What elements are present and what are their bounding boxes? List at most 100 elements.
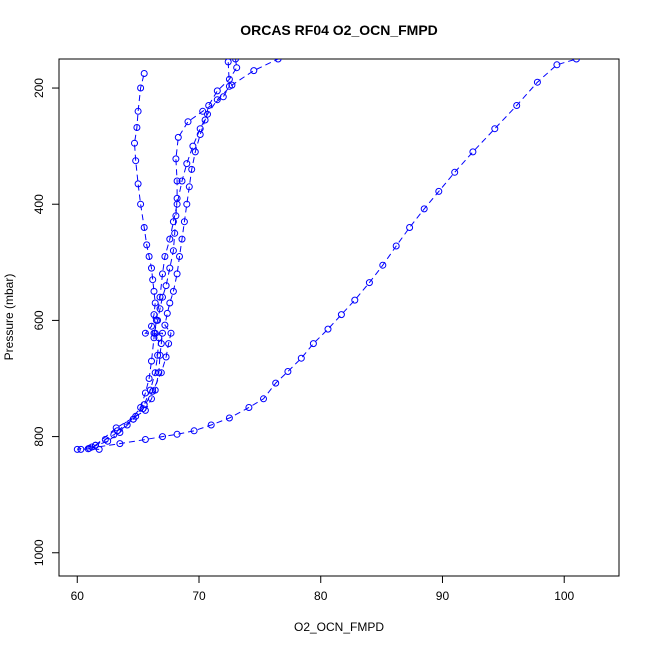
data-point [161,321,169,329]
data-point [169,247,177,255]
data-point [176,253,183,260]
data-point [491,125,499,133]
data-point [145,375,153,382]
data-point [406,224,414,231]
data-point [116,440,124,448]
data-point [150,311,158,319]
data-point [123,421,131,429]
x-axis-label: O2_OCN_FMPD [294,620,384,634]
data-point [132,157,140,165]
data-point [190,427,198,435]
data-point [174,133,182,141]
data-point [184,118,192,126]
data-point [148,264,155,272]
x-tick-label: 60 [71,589,85,603]
data-point [95,445,103,453]
data-point [154,351,162,359]
data-point [324,325,332,333]
data-point [166,235,174,243]
data-point [173,430,181,438]
data-point [143,241,151,249]
series-layer [73,59,580,453]
data-point [148,322,155,330]
data-point [309,340,317,348]
series [85,59,580,452]
data-point [148,357,155,365]
data-point [188,165,196,173]
data-point [173,177,181,185]
data-point [173,194,181,202]
series-line [91,73,160,448]
x-axis: 60 70 80 90 100 [71,575,575,603]
y-tick-label: 600 [32,310,46,330]
data-point [189,142,197,150]
data-point [533,78,541,86]
data-point [134,180,142,188]
series-line [89,59,577,449]
data-point [207,421,215,429]
data-point [469,148,477,156]
data-point [162,282,170,290]
data-point [224,59,232,66]
data-point [392,242,400,250]
data-point [156,293,164,301]
data-point [180,218,188,226]
y-axis-label: Pressure (mbar) [2,274,16,361]
data-point [284,368,292,375]
data-point [435,187,443,195]
data-point [157,340,165,348]
data-point [272,379,280,387]
data-point [365,279,373,287]
data-point [572,59,580,63]
data-point [149,276,157,284]
y-tick-label: 200 [32,78,46,98]
data-point [149,387,157,395]
data-point [150,287,158,295]
data-point [225,414,233,422]
data-point [154,316,162,324]
data-point [104,437,112,445]
data-point [113,427,121,435]
data-point [140,224,148,231]
x-tick-label: 100 [554,589,574,603]
data-point [151,299,159,307]
data-point [351,296,359,304]
series-line [117,59,238,432]
data-point [73,445,81,453]
data-point [213,87,221,95]
data-point [159,433,166,441]
data-point [137,84,145,92]
data-point [162,353,170,361]
x-tick-label: 70 [192,589,206,603]
data-point [232,59,239,63]
data-point [92,441,99,449]
data-point [150,334,158,342]
data-point [133,124,141,131]
data-point [379,261,387,269]
data-point [155,334,163,342]
data-point [178,177,186,185]
data-point [201,116,209,124]
chart-title: ORCAS RF04 O2_OCN_FMPD [240,22,438,38]
data-point [85,444,93,452]
data-point [178,235,186,243]
data-point [260,395,267,403]
x-tick-label: 90 [436,589,450,603]
data-point [167,329,175,337]
data-point [513,102,521,109]
data-point [225,82,233,90]
data-point [165,340,173,348]
data-point [159,270,166,278]
data-point [145,253,153,260]
data-point [137,200,145,208]
y-tick-label: 400 [32,194,46,214]
data-point [274,59,282,63]
data-point [166,264,174,272]
data-point [159,293,166,301]
data-point [196,131,204,138]
data-point [171,229,179,237]
data-point [134,107,142,115]
data-point [213,96,221,104]
data-point [451,168,459,176]
data-point [156,305,164,313]
